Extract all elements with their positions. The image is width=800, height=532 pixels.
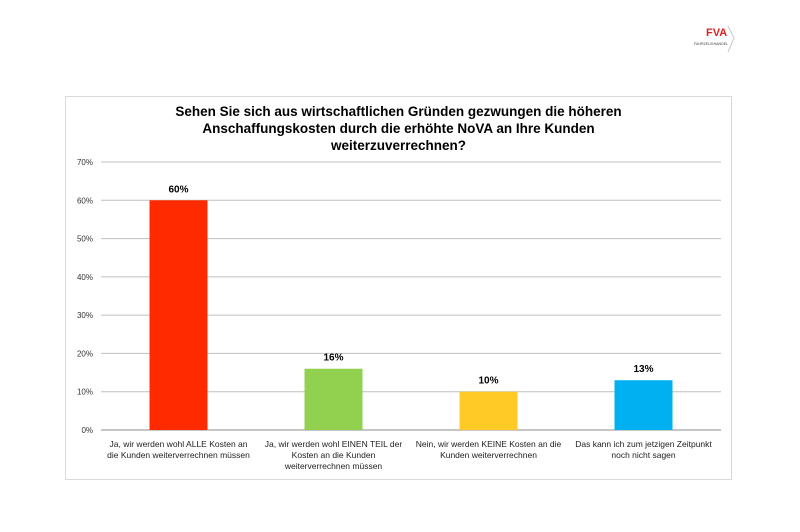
data-label: 13% [633,364,653,375]
y-tick-label: 10% [77,388,93,397]
fva-logo: FVA FAHRZEUGHANDEL [692,24,756,54]
chart-frame: Sehen Sie sich aus wirtschaftlichen Grün… [65,96,732,480]
y-tick-label: 20% [77,349,93,358]
bar [149,200,208,430]
bar [304,368,363,430]
bar [459,391,518,430]
logo-subtext: FAHRZEUGHANDEL [694,42,728,46]
bar [614,380,673,430]
y-tick-label: 0% [81,426,93,435]
logo-text: FVA [706,27,727,39]
bar-chart-plot: 0% 10% 20% 30% 40% 50% 60% 70% 60% 16% 10% 13% [77,158,721,435]
y-tick-label: 70% [77,158,93,167]
x-tick-label: Nein, wir werden KEINE Kosten an die Kun… [415,439,562,460]
y-tick-label: 40% [77,273,93,282]
chart-title-line-2: Anschaffungskosten durch die erhöhte NoV… [202,121,595,136]
data-label: 10% [478,376,498,387]
x-tick-label: Ja, wir werden wohl ALLE Kosten an die K… [107,439,250,460]
chart-title: Sehen Sie sich aus wirtschaftlichen Grün… [66,103,731,154]
y-tick-label: 50% [77,235,93,244]
x-tick-label: Ja, wir werden wohl EINEN TEIL der Koste… [264,439,403,471]
chart-title-line-3: weiterzuverrechnen? [330,138,467,153]
y-tick-label: 30% [77,311,93,320]
y-tick-label: 60% [77,196,93,205]
data-label: 60% [168,184,188,195]
x-tick-label: Das kann ich zum jetzigen Zeitpunkt noch… [575,439,712,460]
chart-title-line-1: Sehen Sie sich aus wirtschaftlichen Grün… [175,104,622,119]
data-label: 16% [323,353,343,364]
